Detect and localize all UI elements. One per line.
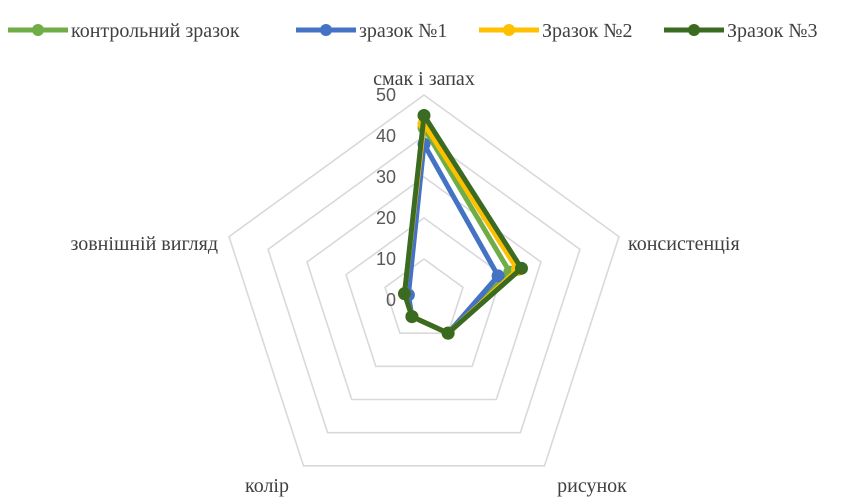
tick-label: 50 xyxy=(376,85,396,105)
axis-label: рисунок xyxy=(557,475,627,497)
grid-ring-30 xyxy=(306,176,542,401)
legend-item: контрольний зразок xyxy=(8,20,240,42)
data-point xyxy=(417,109,431,122)
series-4 xyxy=(398,109,528,340)
data-point xyxy=(491,269,505,283)
radar-grid xyxy=(228,94,620,467)
grid-ring-40 xyxy=(267,135,581,434)
grid-ring-10 xyxy=(384,258,464,334)
tick-label: 10 xyxy=(376,249,396,269)
tick-label: 40 xyxy=(376,126,396,146)
data-point xyxy=(514,261,528,275)
data-point xyxy=(398,287,412,301)
legend-item: Зразок №2 xyxy=(479,20,632,42)
grid-ring-20 xyxy=(345,217,503,368)
tick-label: 0 xyxy=(386,290,396,310)
legend-item: Зразок №3 xyxy=(664,20,817,42)
legend-label: Зразок №2 xyxy=(542,20,632,42)
tick-label: 30 xyxy=(376,167,396,187)
legend-swatch-marker xyxy=(32,24,44,36)
legend-swatch-marker xyxy=(320,24,332,36)
axis-label: колір xyxy=(245,475,289,497)
legend-item: зразок №1 xyxy=(296,20,447,42)
grid-ring-50 xyxy=(228,94,620,467)
tick-label: 20 xyxy=(376,208,396,228)
radial-tick-labels: 0 10 20 30 40 50 xyxy=(376,85,396,310)
data-point xyxy=(405,310,419,324)
axis-label: смак і запах xyxy=(373,68,475,90)
axis-label: зовнішній вигляд xyxy=(70,233,218,255)
legend-label: зразок №1 xyxy=(359,20,447,42)
axis-label: консистенція xyxy=(628,233,740,255)
legend: контрольний зразок зразок №1 Зразок №2 Зраз… xyxy=(8,20,817,42)
legend-label: Зразок №3 xyxy=(727,20,817,42)
series-group xyxy=(398,109,528,340)
legend-label: контрольний зразок xyxy=(71,20,240,42)
legend-swatch-marker xyxy=(688,24,700,36)
series-line xyxy=(402,113,524,336)
legend-swatch-marker xyxy=(503,24,515,36)
data-point xyxy=(441,326,455,340)
axis-labels: смак і запах консистенція рисунок колір зовн… xyxy=(70,68,739,497)
